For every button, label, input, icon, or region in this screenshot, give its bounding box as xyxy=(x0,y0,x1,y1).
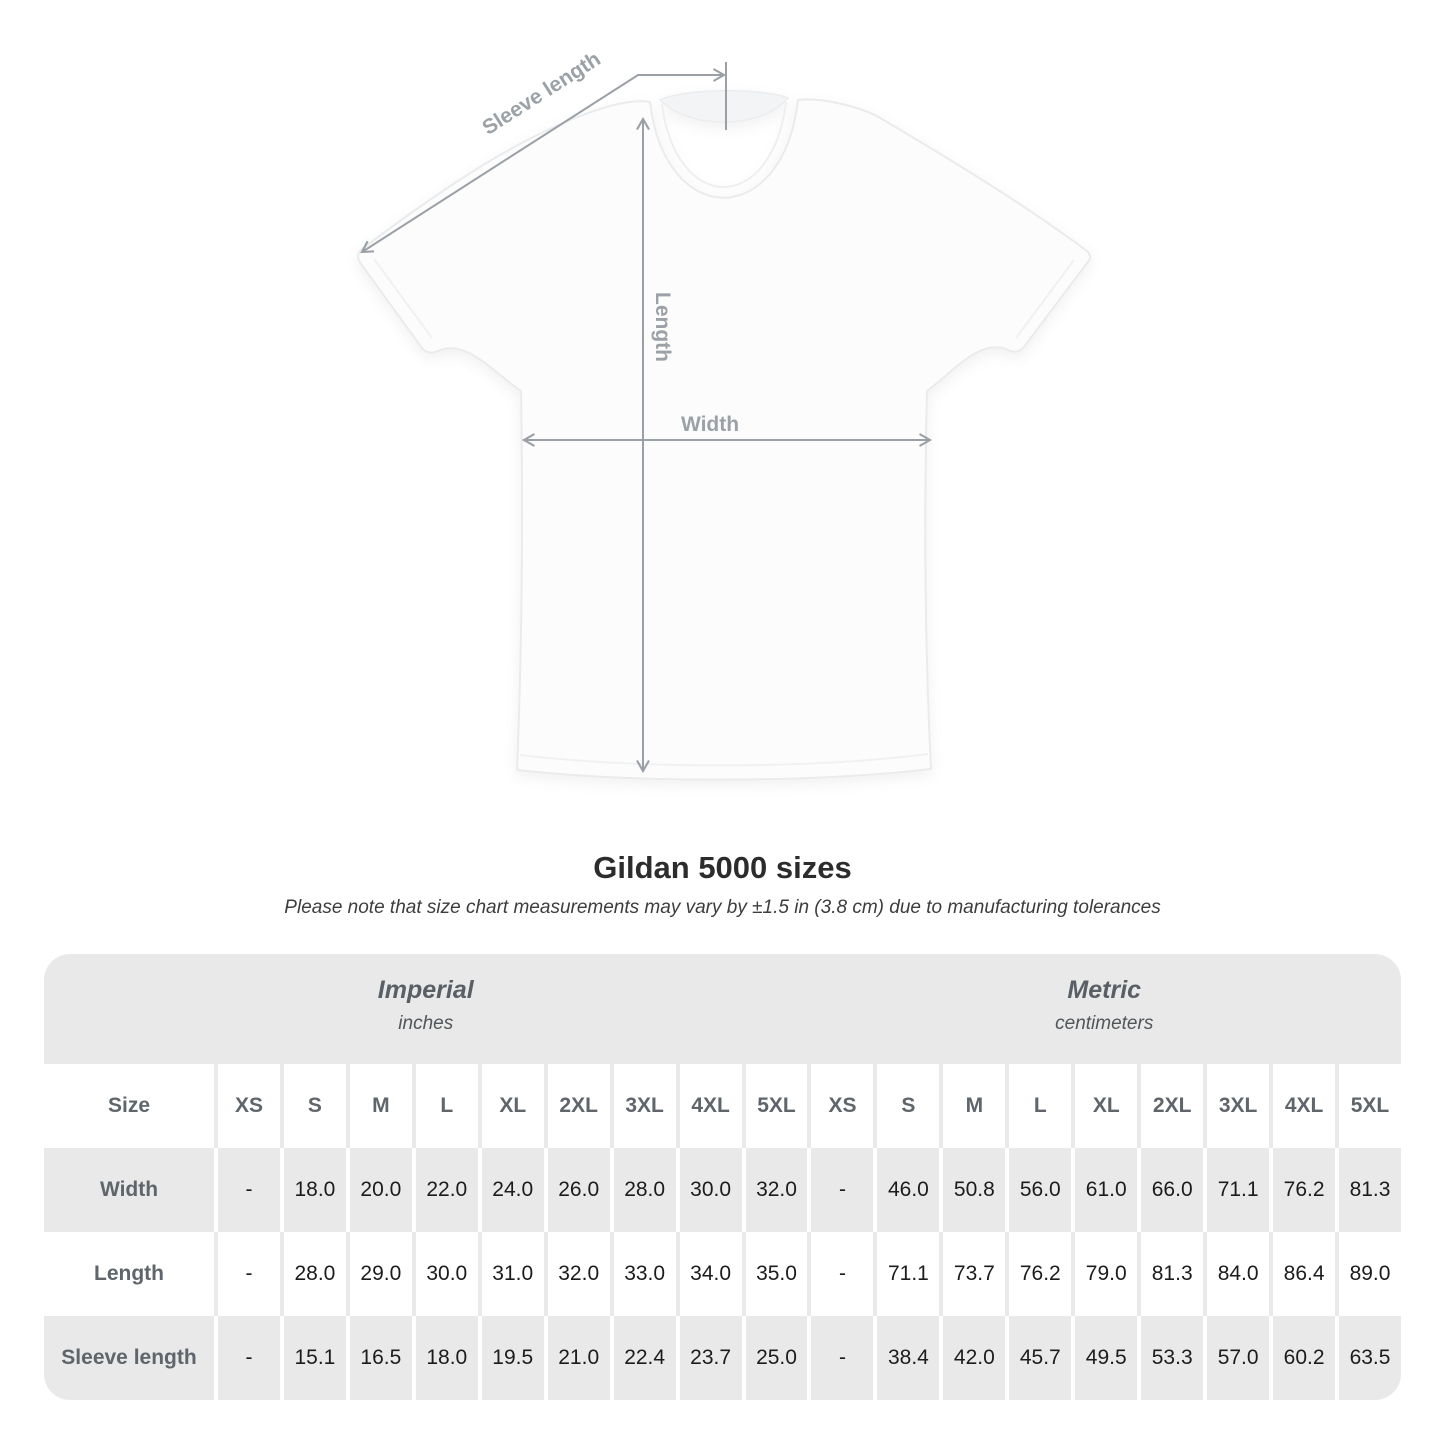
cell-width-metric-l: 56.0 xyxy=(1005,1148,1072,1232)
cell-length-imperial-l: 30.0 xyxy=(411,1232,478,1316)
size-header-imperial-2xl: 2XL xyxy=(543,1064,610,1148)
size-header-metric-5xl: 5XL xyxy=(1335,1064,1401,1148)
unit-group-imperial-sublabel: inches xyxy=(398,1012,454,1034)
cell-sleeve-length-metric-m: 42.0 xyxy=(939,1316,1006,1400)
cell-sleeve-length-metric-xl: 49.5 xyxy=(1071,1316,1138,1400)
cell-sleeve-length-imperial-4xl: 23.7 xyxy=(675,1316,742,1400)
cell-length-metric-3xl: 84.0 xyxy=(1203,1232,1270,1316)
cell-length-metric-xl: 79.0 xyxy=(1071,1232,1138,1316)
right-cuff-stitch xyxy=(1015,259,1075,339)
length-label: Length xyxy=(651,292,674,362)
size-header-imperial-l: L xyxy=(411,1064,478,1148)
cell-sleeve-length-metric-3xl: 57.0 xyxy=(1203,1316,1270,1400)
left-cuff-stitch xyxy=(373,258,433,339)
size-header-metric-4xl: 4XL xyxy=(1269,1064,1336,1148)
cell-length-metric-l: 76.2 xyxy=(1005,1232,1072,1316)
cell-length-imperial-xs: - xyxy=(214,1232,280,1316)
size-header-metric-xl: XL xyxy=(1071,1064,1138,1148)
cell-sleeve-length-metric-5xl: 63.5 xyxy=(1335,1316,1401,1400)
size-header-metric-m: M xyxy=(939,1064,1006,1148)
cell-width-imperial-l: 22.0 xyxy=(411,1148,478,1232)
cell-length-metric-s: 71.1 xyxy=(873,1232,940,1316)
cell-length-imperial-2xl: 32.0 xyxy=(543,1232,610,1316)
size-header-metric-l: L xyxy=(1005,1064,1072,1148)
cell-width-metric-m: 50.8 xyxy=(939,1148,1006,1232)
cell-width-imperial-4xl: 30.0 xyxy=(675,1148,742,1232)
cell-width-imperial-2xl: 26.0 xyxy=(543,1148,610,1232)
row-label-length: Length xyxy=(44,1232,214,1316)
cell-length-imperial-4xl: 34.0 xyxy=(675,1232,742,1316)
cell-width-imperial-3xl: 28.0 xyxy=(609,1148,676,1232)
cell-length-imperial-s: 28.0 xyxy=(279,1232,346,1316)
cell-length-imperial-m: 29.0 xyxy=(345,1232,412,1316)
unit-group-metric: Metric centimeters xyxy=(807,954,1401,1064)
cell-sleeve-length-metric-4xl: 60.2 xyxy=(1269,1316,1336,1400)
cell-width-metric-4xl: 76.2 xyxy=(1269,1148,1336,1232)
cell-sleeve-length-metric-xs: - xyxy=(807,1316,874,1400)
cell-width-imperial-xl: 24.0 xyxy=(477,1148,544,1232)
row-label-sleeve-length: Sleeve length xyxy=(44,1316,214,1400)
cell-length-metric-2xl: 81.3 xyxy=(1137,1232,1204,1316)
size-column-header: Size xyxy=(44,1064,214,1148)
size-header-imperial-4xl: 4XL xyxy=(675,1064,742,1148)
cell-width-metric-s: 46.0 xyxy=(873,1148,940,1232)
cell-width-metric-3xl: 71.1 xyxy=(1203,1148,1270,1232)
cell-length-imperial-5xl: 35.0 xyxy=(741,1232,808,1316)
size-table: Imperial inches Metric centimeters Size X… xyxy=(44,954,1401,1400)
cell-length-metric-5xl: 89.0 xyxy=(1335,1232,1401,1316)
sleeve-length-arrow xyxy=(360,68,727,254)
cell-length-metric-4xl: 86.4 xyxy=(1269,1232,1336,1316)
cell-width-metric-xl: 61.0 xyxy=(1071,1148,1138,1232)
size-header-metric-s: S xyxy=(873,1064,940,1148)
size-header-imperial-3xl: 3XL xyxy=(609,1064,676,1148)
cell-sleeve-length-metric-2xl: 53.3 xyxy=(1137,1316,1204,1400)
size-header-imperial-m: M xyxy=(345,1064,412,1148)
cell-width-imperial-m: 20.0 xyxy=(345,1148,412,1232)
cell-sleeve-length-metric-s: 38.4 xyxy=(873,1316,940,1400)
collar-back xyxy=(658,90,790,123)
page-title: Gildan 5000 sizes xyxy=(593,850,852,885)
cell-length-imperial-3xl: 33.0 xyxy=(609,1232,676,1316)
width-label: Width xyxy=(681,413,739,436)
cell-sleeve-length-imperial-m: 16.5 xyxy=(345,1316,412,1400)
size-header-imperial-s: S xyxy=(279,1064,346,1148)
cell-sleeve-length-imperial-2xl: 21.0 xyxy=(543,1316,610,1400)
size-header-imperial-xs: XS xyxy=(214,1064,280,1148)
tshirt-measurement-diagram: Sleeve length Length Width xyxy=(357,47,1091,781)
cell-length-metric-m: 73.7 xyxy=(939,1232,1006,1316)
tolerance-note: Please note that size chart measurements… xyxy=(284,897,1161,918)
unit-group-imperial-label: Imperial xyxy=(377,975,474,1004)
unit-group-metric-sublabel: centimeters xyxy=(1055,1012,1154,1034)
cell-width-metric-2xl: 66.0 xyxy=(1137,1148,1204,1232)
cell-width-imperial-xs: - xyxy=(214,1148,280,1232)
cell-sleeve-length-imperial-3xl: 22.4 xyxy=(609,1316,676,1400)
size-header-metric-xs: XS xyxy=(807,1064,874,1148)
row-label-width: Width xyxy=(44,1148,214,1232)
unit-group-imperial: Imperial inches xyxy=(44,954,808,1064)
cell-width-metric-xs: - xyxy=(807,1148,874,1232)
size-header-imperial-xl: XL xyxy=(477,1064,544,1148)
cell-length-metric-xs: - xyxy=(807,1232,874,1316)
cell-sleeve-length-imperial-xs: - xyxy=(214,1316,280,1400)
size-header-imperial-5xl: 5XL xyxy=(741,1064,808,1148)
size-header-metric-3xl: 3XL xyxy=(1203,1064,1270,1148)
cell-sleeve-length-metric-l: 45.7 xyxy=(1005,1316,1072,1400)
hem-stitch-line xyxy=(519,753,929,767)
cell-width-imperial-5xl: 32.0 xyxy=(741,1148,808,1232)
cell-sleeve-length-imperial-l: 18.0 xyxy=(411,1316,478,1400)
cell-width-imperial-s: 18.0 xyxy=(279,1148,346,1232)
cell-width-metric-5xl: 81.3 xyxy=(1335,1148,1401,1232)
cell-length-imperial-xl: 31.0 xyxy=(477,1232,544,1316)
size-header-metric-2xl: 2XL xyxy=(1137,1064,1204,1148)
unit-group-metric-label: Metric xyxy=(1067,975,1142,1004)
cell-sleeve-length-imperial-xl: 19.5 xyxy=(477,1316,544,1400)
cell-sleeve-length-imperial-s: 15.1 xyxy=(279,1316,346,1400)
cell-sleeve-length-imperial-5xl: 25.0 xyxy=(741,1316,808,1400)
